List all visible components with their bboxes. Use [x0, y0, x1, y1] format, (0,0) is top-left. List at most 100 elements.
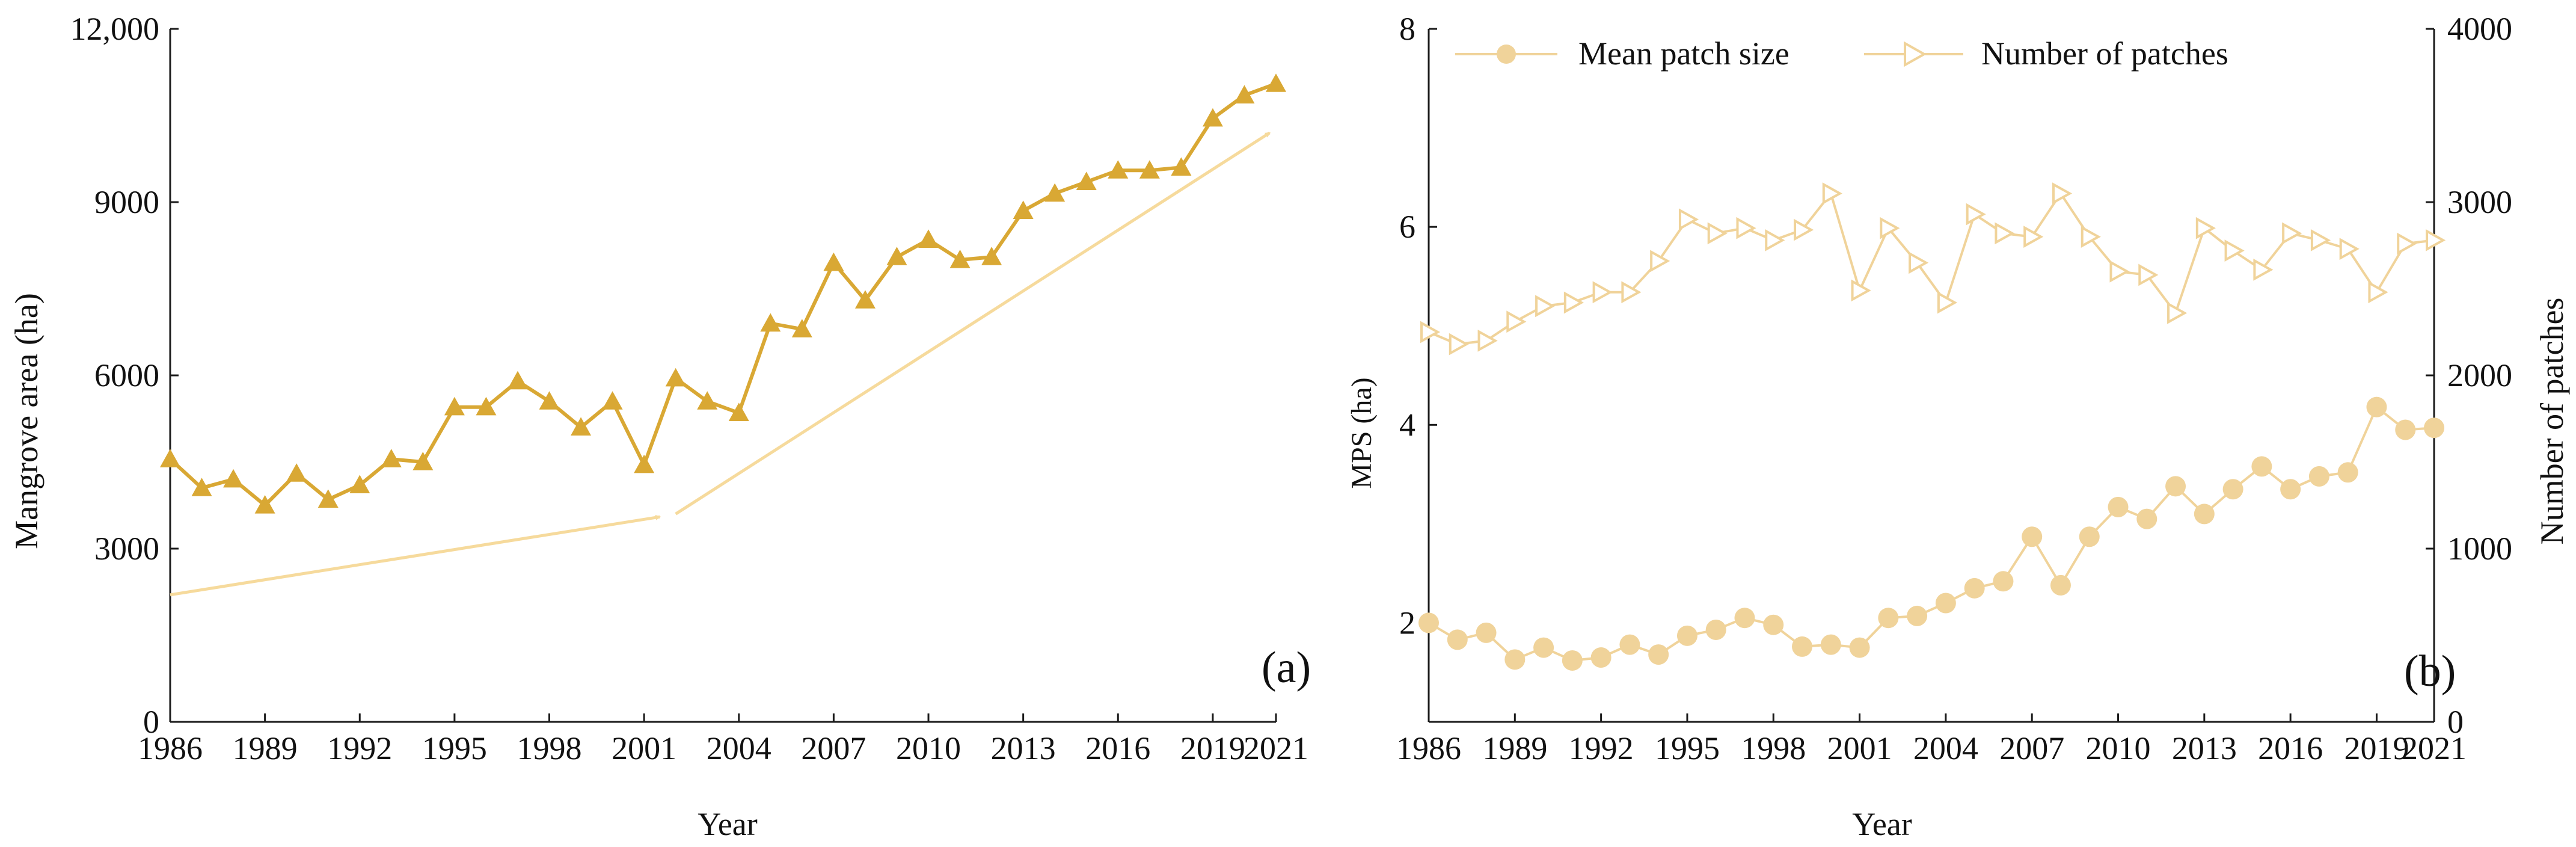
panel-a-x-tick-label: 2016 [1085, 730, 1150, 766]
mean-patch-size-point [2308, 466, 2329, 487]
mangrove-area-point [1202, 108, 1223, 127]
mean-patch-size-point [1792, 636, 1813, 657]
number-of-patches-point [2282, 222, 2302, 245]
number-of-patches-point [1621, 281, 1642, 304]
panel-b-y-tick-label: 2 [1399, 605, 1415, 641]
panel-a-y-tick-label: 9000 [94, 184, 159, 220]
number-of-patches-point [1678, 208, 1699, 231]
mangrove-area-line [168, 82, 1277, 507]
mangrove-area-point [1044, 183, 1066, 202]
mean-patch-size-point [2280, 479, 2301, 500]
panel-b-y2-tick-label: 0 [2447, 704, 2464, 740]
number-of-patches-point [2310, 229, 2331, 251]
panel-a-x-tick-label: 2007 [801, 730, 866, 766]
mangrove-area-point [223, 469, 244, 488]
legend-number-of-patches-marker [1904, 41, 1927, 67]
mean-patch-size-point [1964, 578, 1985, 599]
panel-b-x-tick-label: 2013 [2172, 730, 2237, 766]
number-of-patches-point [1477, 330, 1498, 352]
mangrove-area-point [602, 391, 623, 410]
mean-patch-size-point [1476, 622, 1497, 643]
mean-patch-size-point [1676, 625, 1697, 646]
mean-patch-size-point [1763, 614, 1784, 635]
mean-patch-size-point [2108, 496, 2129, 517]
mean-patch-size-point [1590, 647, 1612, 668]
mean-patch-size-point [2050, 574, 2071, 596]
number-of-patches-point [1420, 321, 1441, 343]
panel-b-x-tick-label: 2019 [2344, 730, 2409, 766]
legend-item-mean-patch-size: Mean patch size [1455, 35, 1789, 72]
panel-a-x-tick-label: 1995 [422, 730, 487, 766]
panel-b-plot-area [1418, 28, 2446, 723]
number-of-patches-point [1765, 229, 1785, 251]
mean-patch-size-point [1849, 637, 1870, 658]
mangrove-area-point [571, 417, 592, 436]
mangrove-area-point [823, 252, 844, 271]
mangrove-area-point [254, 495, 275, 514]
mean-patch-size-point [1648, 644, 1669, 665]
mangrove-area-point [697, 391, 718, 410]
mangrove-area-point [476, 396, 497, 416]
panel-b-y2-tick-label: 3000 [2447, 184, 2512, 220]
panel-a-x-tick-labels: 1986 1989 1992 1995 1998 2001 2004 2007 2010 2013… [138, 730, 1308, 766]
number-of-patches-point [1851, 279, 1871, 302]
number-of-patches-point [1506, 310, 1527, 333]
mean-patch-size-point [2337, 462, 2358, 483]
mean-patch-size-point [2022, 526, 2043, 547]
mangrove-area-point [665, 368, 686, 387]
mangrove-area-point [981, 247, 1002, 265]
panel-b-x-tick-label: 1998 [1741, 730, 1806, 766]
panel-b-y-tick-label: 6 [1399, 209, 1415, 245]
panel-b-x-tick-label: 2021 [2402, 730, 2467, 766]
panel-b-y-axis-label: MPS (ha) [1346, 377, 1378, 488]
mean-patch-size-point [2194, 504, 2215, 525]
number-of-patches-point [2167, 301, 2188, 324]
panel-b-y2-tick-label: 4000 [2447, 11, 2512, 47]
mangrove-area-point [854, 290, 876, 309]
mangrove-area-point [1013, 200, 1034, 219]
panel-b-y2-tick-label: 2000 [2447, 357, 2512, 393]
mangrove-area-point [760, 313, 781, 332]
mean-patch-size-point [1734, 608, 1755, 629]
mangrove-area-point [160, 449, 180, 467]
mean-patch-size-point [1418, 612, 1439, 633]
mangrove-area-point [728, 402, 749, 421]
panel-a-x-tick-label: 1989 [233, 730, 298, 766]
number-of-patches-point [2339, 238, 2360, 260]
mangrove-area-point [1234, 85, 1255, 103]
number-of-patches-point [1736, 217, 1756, 239]
number-of-patches-point [1880, 217, 1900, 239]
mangrove-area-point [539, 391, 560, 410]
panel-b-x-tick-label: 1992 [1569, 730, 1634, 766]
number-of-patches-point [2426, 229, 2446, 251]
number-of-patches-point [1707, 222, 1728, 245]
mean-patch-size-point [1619, 634, 1640, 655]
number-of-patches-point [2397, 232, 2417, 255]
number-of-patches-point [2224, 239, 2245, 262]
mean-patch-size-point [2366, 396, 2387, 417]
number-of-patches-point [1966, 203, 1986, 226]
panel-b: 1986 1989 1992 1995 1998 2001 2004 2007 2010 2013… [1346, 11, 2570, 842]
panel-b-y2-tick-label: 1000 [2447, 531, 2512, 567]
panel-b-x-tick-label: 2004 [1913, 730, 1978, 766]
panel-a-y-tick-label: 3000 [94, 531, 159, 567]
panel-a-y-axis-label: Mangrove area (ha) [8, 293, 44, 549]
panel-b-x-tick-label: 2016 [2258, 730, 2323, 766]
mean-patch-size-point [1533, 637, 1554, 658]
mean-patch-size-point [2222, 479, 2243, 500]
panel-b-y-tick-labels: 2 4 6 8 [1399, 11, 1415, 641]
panel-b-legend: Mean patch size Number of patches [1455, 35, 2228, 72]
panel-a-y-tick-labels: 0 3000 6000 9000 12,000 [70, 11, 160, 740]
legend-number-of-patches-label: Number of patches [1981, 35, 2228, 72]
panel-b-y2-axis-label: Number of patches [2534, 298, 2570, 545]
panel-a-x-tick-label: 2021 [1244, 730, 1308, 766]
panel-b-x-tick-label: 1995 [1655, 730, 1720, 766]
number-of-patches-point [2138, 263, 2159, 286]
mangrove-area-point [286, 463, 307, 482]
mangrove-area-point [191, 478, 212, 496]
panel-a-y-tick-label: 0 [143, 704, 159, 740]
panel-b-x-axis-label: Year [1852, 806, 1912, 842]
mean-patch-size-point [2079, 526, 2100, 547]
panel-a-x-tick-label: 2019 [1180, 730, 1245, 766]
